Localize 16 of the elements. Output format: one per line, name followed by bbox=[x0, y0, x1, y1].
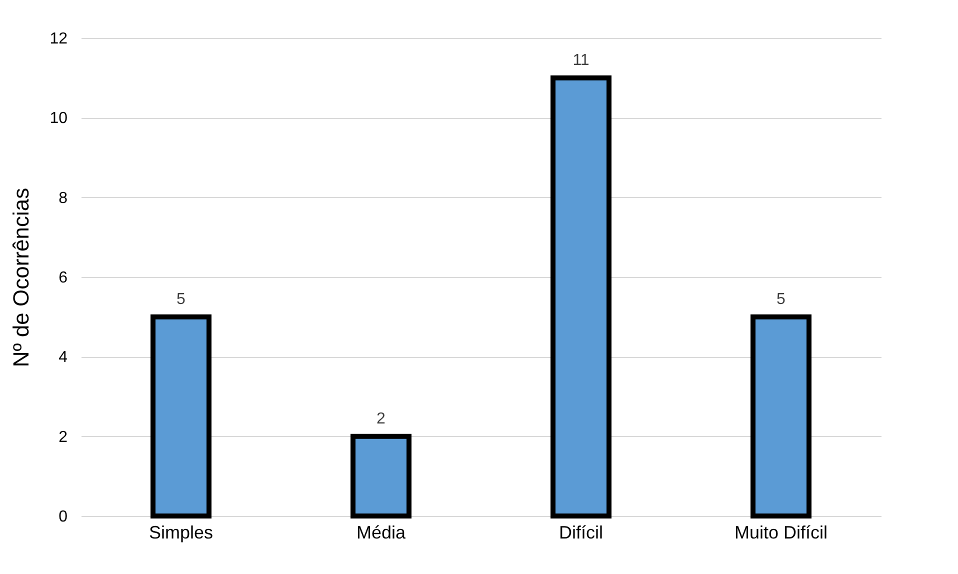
x-tick-label: Muito Difícil bbox=[734, 522, 828, 542]
y-axis-title: Nº de Ocorrências bbox=[8, 188, 34, 368]
x-tick-label: Difícil bbox=[559, 522, 603, 542]
data-label: 5 bbox=[176, 290, 186, 308]
data-label: 11 bbox=[572, 52, 590, 69]
y-tick-label: 12 bbox=[50, 30, 68, 48]
x-tick-label: Média bbox=[356, 522, 406, 542]
y-tick-label: 6 bbox=[58, 270, 68, 286]
y-tick-label: 0 bbox=[58, 508, 68, 526]
data-label: 2 bbox=[376, 410, 386, 428]
y-tick-label: 2 bbox=[58, 428, 68, 446]
y-tick-label: 4 bbox=[58, 349, 68, 366]
data-label: 5 bbox=[776, 290, 786, 308]
x-tick-label: Simples bbox=[148, 522, 214, 542]
y-tick-label: 8 bbox=[58, 190, 68, 207]
y-tick-label: 10 bbox=[50, 110, 68, 128]
